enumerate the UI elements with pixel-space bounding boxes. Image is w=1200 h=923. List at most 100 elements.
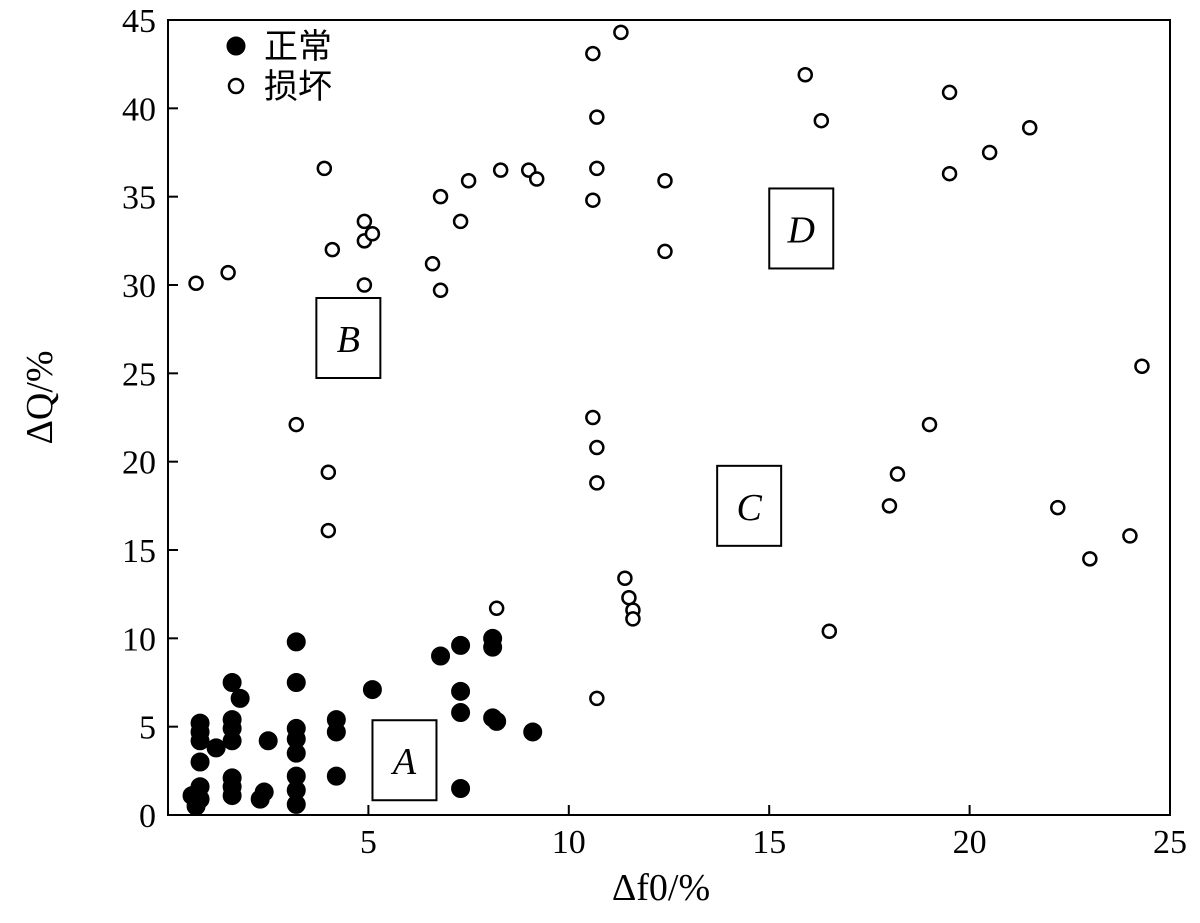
- damaged-point: [589, 160, 605, 177]
- normal-point: [431, 646, 451, 666]
- normal-point: [451, 635, 471, 655]
- y-tick-label: 15: [122, 533, 156, 570]
- x-tick-label: 20: [953, 824, 987, 861]
- y-tick-label: 5: [139, 710, 156, 747]
- region-label-d: D: [787, 209, 815, 251]
- normal-point: [487, 711, 507, 731]
- damaged-point: [492, 162, 509, 178]
- damaged-point: [364, 226, 381, 242]
- damaged-point: [617, 570, 633, 587]
- damaged-point: [288, 416, 305, 433]
- damaged-point: [881, 498, 898, 514]
- region-label-b: B: [337, 319, 360, 361]
- y-axis-label: ΔQ/%: [19, 350, 61, 444]
- damaged-point: [356, 277, 373, 293]
- y-tick-label: 45: [122, 3, 156, 40]
- axes: 5 10 15 20 25 0 5 10 15 20 25 30 35 40 45 Δf0/% ΔQ/%: [19, 3, 1187, 909]
- region-label-a: A: [390, 741, 417, 783]
- y-tick-label: 25: [122, 356, 156, 393]
- damaged-point: [220, 264, 236, 281]
- region-box-d: [768, 187, 835, 270]
- x-tick-label: 5: [360, 824, 377, 861]
- damaged-point: [621, 589, 637, 606]
- legend-marker: [226, 36, 246, 56]
- damaged-point: [432, 282, 449, 299]
- y-tick-label: 10: [122, 621, 156, 658]
- damaged-point: [1082, 551, 1098, 567]
- damaged-point: [452, 213, 469, 230]
- damaged-point: [941, 165, 958, 182]
- normal-point: [222, 786, 242, 806]
- legend-label: 正常: [264, 27, 332, 67]
- y-tick-label: 35: [122, 180, 156, 217]
- data-points: [182, 24, 1150, 816]
- normal-point: [326, 722, 346, 742]
- y-tick-label: 30: [122, 268, 156, 305]
- normal-point: [286, 743, 306, 763]
- damaged-point: [488, 600, 505, 617]
- legend-marker: [227, 77, 245, 95]
- damaged-point: [432, 188, 449, 205]
- normal-point: [286, 673, 306, 692]
- region-labels: A B C D: [315, 187, 835, 802]
- damaged-point: [589, 439, 605, 456]
- damaged-point: [797, 67, 814, 83]
- normal-point: [451, 703, 471, 723]
- damaged-point: [356, 213, 373, 230]
- region-box-a: [371, 719, 438, 802]
- damaged-point: [613, 24, 629, 41]
- damaged-point: [813, 112, 830, 129]
- normal-point: [230, 688, 250, 708]
- damaged-point: [589, 690, 605, 707]
- normal-point: [190, 731, 210, 751]
- x-tick-label: 10: [552, 824, 586, 861]
- damaged-point: [424, 256, 441, 272]
- damaged-point: [941, 84, 958, 101]
- normal-point: [206, 738, 226, 758]
- damaged-point: [528, 171, 545, 187]
- damaged-point: [585, 409, 601, 426]
- normal-point: [451, 681, 471, 701]
- normal-point: [286, 794, 306, 814]
- normal-point: [186, 796, 206, 816]
- normal-point: [362, 680, 382, 700]
- damaged-point: [921, 416, 938, 433]
- x-tick-label: 15: [752, 824, 786, 861]
- normal-point: [326, 766, 346, 786]
- normal-point: [222, 673, 242, 692]
- damaged-point: [320, 522, 337, 539]
- damaged-point: [188, 275, 204, 291]
- normal-point: [451, 779, 471, 798]
- damaged-point: [625, 611, 641, 627]
- region-label-c: C: [736, 487, 762, 529]
- y-tick-label: 0: [139, 798, 156, 835]
- normal-point: [254, 782, 274, 802]
- damaged-point: [889, 466, 906, 482]
- normal-point: [222, 731, 242, 751]
- damaged-point: [585, 45, 601, 62]
- damaged-point: [460, 173, 477, 189]
- damaged-point: [657, 243, 673, 260]
- damaged-point: [981, 144, 998, 161]
- x-axis-label: Δf0/%: [612, 867, 710, 909]
- normal-point: [190, 752, 210, 772]
- damaged-point: [320, 464, 337, 481]
- damaged-point: [324, 241, 341, 258]
- damaged-point: [657, 173, 673, 189]
- damaged-point: [1134, 358, 1150, 375]
- damaged-point: [1021, 120, 1038, 136]
- normal-point: [286, 632, 306, 652]
- damaged-point: [821, 623, 838, 640]
- damaged-point: [585, 192, 601, 208]
- legend-label: 损坏: [264, 67, 332, 107]
- damaged-point: [1122, 528, 1138, 544]
- normal-point: [483, 637, 503, 657]
- damaged-point: [589, 109, 605, 125]
- damaged-point: [316, 160, 333, 177]
- x-tick-label: 25: [1153, 824, 1187, 861]
- region-box-c: [716, 464, 783, 547]
- damaged-point: [1050, 499, 1066, 516]
- damaged-point: [589, 475, 605, 491]
- region-box-b: [315, 297, 382, 379]
